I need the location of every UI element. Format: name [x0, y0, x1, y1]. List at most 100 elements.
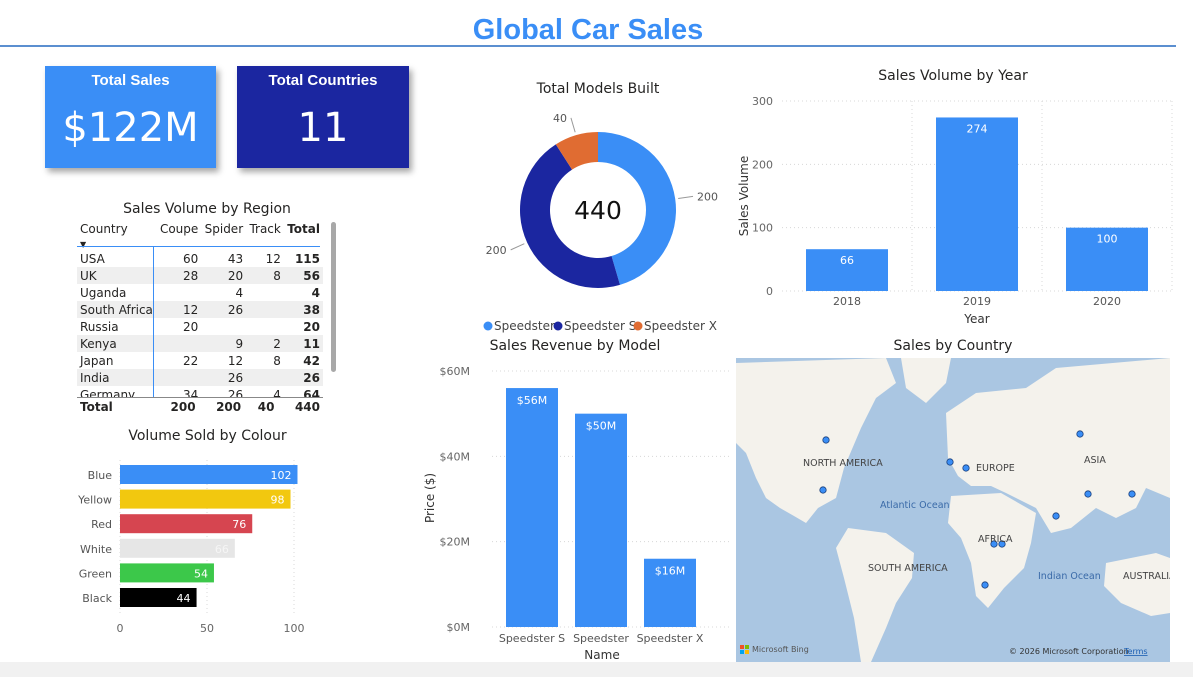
map-point[interactable] — [981, 581, 989, 589]
map-title: Sales by Country — [893, 338, 1013, 354]
models-chart-title: Total Models Built — [536, 81, 660, 97]
y-tick-label: Yellow — [77, 494, 112, 507]
y-axis-title: Price ($) — [423, 473, 437, 523]
revenue-chart-title: Sales Revenue by Model — [489, 338, 661, 354]
column-header-total[interactable]: Total — [287, 222, 320, 236]
bar-yellow[interactable] — [120, 489, 291, 509]
sales-map[interactable]: NORTH AMERICA EUROPE ASIA Atlantic Ocean AFR… — [736, 358, 1170, 662]
donut-slice-0[interactable] — [598, 132, 676, 285]
x-tick-label: Speedster — [573, 632, 629, 645]
bar-2020[interactable] — [1066, 227, 1148, 291]
page-title: Global Car Sales — [472, 14, 704, 46]
colour-chart[interactable]: 0 50 100 Blue 102 Yellow 98 Red 76 White 66 Green 54… — [70, 455, 340, 640]
table-cell: Kenya — [77, 335, 157, 352]
land-africa — [948, 493, 1036, 608]
legend-marker-1 — [553, 321, 563, 331]
bar-speedster[interactable] — [575, 413, 627, 627]
map-points — [819, 430, 1136, 589]
models-donut-chart[interactable]: 200 200 40 440 Speedster Speedster S Speedster… — [470, 100, 730, 340]
bar-red[interactable] — [120, 514, 253, 534]
map-point[interactable] — [819, 486, 827, 494]
region-table[interactable]: Country ▼ Coupe Spider Track Total USA 60 4… — [77, 222, 329, 414]
land-south-america — [836, 528, 914, 662]
bing-logo: Microsoft Bing — [740, 645, 809, 654]
column-header-coupe[interactable]: Coupe — [159, 222, 199, 236]
map-point[interactable] — [962, 464, 970, 472]
table-cell — [157, 284, 202, 301]
donut-slice-2[interactable] — [555, 132, 598, 170]
donut-value-label-1: 200 — [486, 244, 507, 257]
table-row[interactable]: UK 28 20 8 56 — [77, 267, 323, 284]
bar-2019[interactable] — [936, 117, 1018, 291]
bar-white[interactable] — [120, 538, 235, 558]
land-eurasia — [946, 358, 1170, 533]
column-header-country[interactable]: Country ▼ — [80, 222, 128, 249]
table-cell: UK — [77, 267, 157, 284]
map-point[interactable] — [990, 540, 998, 548]
legend-item-0[interactable]: Speedster — [494, 319, 555, 333]
y-tick-label: Red — [91, 518, 112, 531]
column-header-spider[interactable]: Spider — [204, 222, 244, 236]
table-scrollbar[interactable] — [331, 222, 336, 372]
table-cell: India — [77, 369, 157, 386]
y-tick-label: $40M — [440, 450, 471, 463]
map-point[interactable] — [946, 458, 954, 466]
table-total-cell: Total — [77, 397, 153, 415]
bar-data-label: 100 — [1097, 233, 1118, 246]
x-axis-title: Year — [963, 312, 989, 326]
bar-speedster-x[interactable] — [644, 558, 696, 627]
map-point[interactable] — [1084, 490, 1092, 498]
table-header-rule — [77, 246, 320, 247]
table-cell — [246, 284, 284, 301]
bar-2018[interactable] — [806, 249, 888, 291]
total-countries-card[interactable]: Total Countries 11 — [237, 66, 409, 168]
table-cell: Japan — [80, 353, 114, 368]
bar-data-label: $16M — [655, 565, 686, 578]
table-row[interactable]: Japan 22 12 8 42 — [77, 352, 323, 369]
legend-marker-0 — [483, 321, 493, 331]
revenue-chart[interactable]: $0M $20M $40M $60M $56M Speedster S $50M Speeds… — [418, 358, 736, 664]
donut-slice-1[interactable] — [519, 144, 620, 289]
y-tick-label: Blue — [88, 469, 113, 482]
table-row[interactable]: Kenya 9 2 11 — [77, 335, 323, 352]
table-row[interactable]: India 26 26 — [77, 369, 323, 386]
table-cell: 26 — [283, 369, 323, 386]
table-cell: 42 — [303, 353, 320, 368]
map-terms-link[interactable]: Terms — [1123, 647, 1148, 656]
legend-item-2[interactable]: Speedster X — [644, 319, 717, 333]
x-tick-label: Speedster X — [637, 632, 704, 645]
map-point[interactable] — [998, 540, 1006, 548]
legend-item-1[interactable]: Speedster S — [564, 319, 636, 333]
map-point[interactable] — [1128, 490, 1136, 498]
total-countries-label: Total Countries — [268, 72, 378, 89]
y-tick-label: $20M — [440, 536, 471, 549]
total-sales-card[interactable]: Total Sales $122M — [45, 66, 216, 168]
y-tick-label: 100 — [752, 222, 773, 235]
bar-data-label: 44 — [177, 592, 191, 605]
table-cell: 20 — [201, 267, 247, 284]
map-point[interactable] — [822, 436, 830, 444]
table-cell: 2 — [246, 335, 284, 352]
table-total-cell: 440 — [277, 397, 323, 415]
bar-data-label: 102 — [270, 469, 291, 482]
x-tick-label: Speedster S — [499, 632, 565, 645]
column-header-track[interactable]: Track — [249, 222, 281, 236]
map-labels: NORTH AMERICA EUROPE ASIA Atlantic Ocean AFR… — [803, 455, 1170, 582]
map-point[interactable] — [1076, 430, 1084, 438]
table-row[interactable]: South Africa 12 26 38 — [77, 301, 323, 318]
table-row[interactable]: Russia 20 20 — [77, 318, 323, 335]
year-chart[interactable]: 0 100 200 300 66 2018 274 2019 100 2020 Year Sales … — [732, 88, 1178, 330]
donut-leader-2 — [570, 117, 576, 133]
year-chart-title: Sales Volume by Year — [878, 68, 1028, 84]
table-row[interactable]: USA 60 43 12 115 — [77, 250, 323, 267]
bar-speedster-s[interactable] — [506, 388, 558, 627]
y-tick-label: Black — [82, 592, 112, 605]
bar-black[interactable] — [120, 588, 197, 607]
bar-blue[interactable] — [120, 465, 298, 484]
map-point[interactable] — [1052, 512, 1060, 520]
land-australia — [1104, 553, 1170, 616]
table-cell: South Africa — [77, 301, 157, 318]
table-row[interactable]: Uganda 4 4 — [77, 284, 323, 301]
bar-green[interactable] — [120, 563, 214, 583]
donut-center-total: 440 — [574, 196, 622, 225]
